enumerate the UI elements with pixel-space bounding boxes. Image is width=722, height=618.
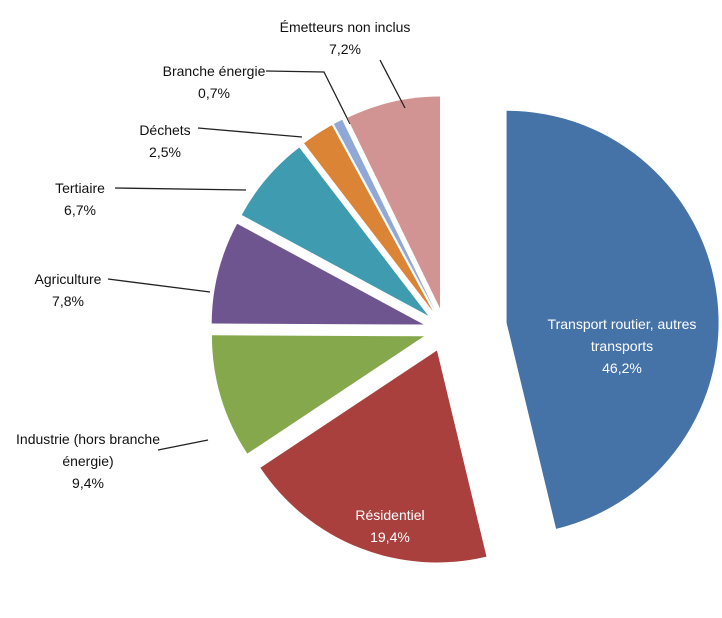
pie-slice [241,147,429,316]
pie-slice [333,119,435,311]
slice-label: Branche énergie 0,7% [163,60,266,104]
pie-slice [506,110,719,529]
slice-label: Résidentiel 19,4% [355,504,424,548]
pie-slice [304,125,434,312]
category-label: Résidentiel [355,507,425,523]
leader-line [379,59,406,109]
leader-line [107,278,211,293]
value-label: 0,7% [198,85,230,101]
value-label: 7,8% [52,293,84,309]
leader-line [197,127,303,138]
category-label: Tertiaire [55,180,105,196]
category-label: Industrie (hors branche énergie) [16,431,160,469]
category-label: Déchets [139,122,191,138]
leader-line [114,187,247,191]
category-label: Transport routier, autres transports [547,316,697,354]
slice-label: Déchets 2,5% [139,119,190,163]
slice-label: Industrie (hors branche énergie) 9,4% [13,428,163,494]
pie-slice [211,335,424,454]
leader-line [157,439,209,451]
value-label: 2,5% [149,144,181,160]
leader-line [265,70,351,125]
slice-label: Tertiaire 6,7% [55,177,105,221]
slice-label: Agriculture 7,8% [35,268,102,312]
pie-slice [211,223,424,325]
value-label: 6,7% [64,202,96,218]
category-label: Branche énergie [162,63,266,79]
category-label: Émetteurs non inclus [279,19,411,35]
pie-slice [260,350,487,563]
value-label: 46,2% [602,360,642,376]
category-label: Agriculture [34,271,102,287]
pie-slice [347,96,441,309]
value-label: 19,4% [370,529,410,545]
slice-label: Émetteurs non inclus 7,2% [280,16,411,60]
value-label: 9,4% [72,475,104,491]
value-label: 7,2% [329,41,361,57]
slice-label: Transport routier, autres transports 46,2… [542,313,702,379]
